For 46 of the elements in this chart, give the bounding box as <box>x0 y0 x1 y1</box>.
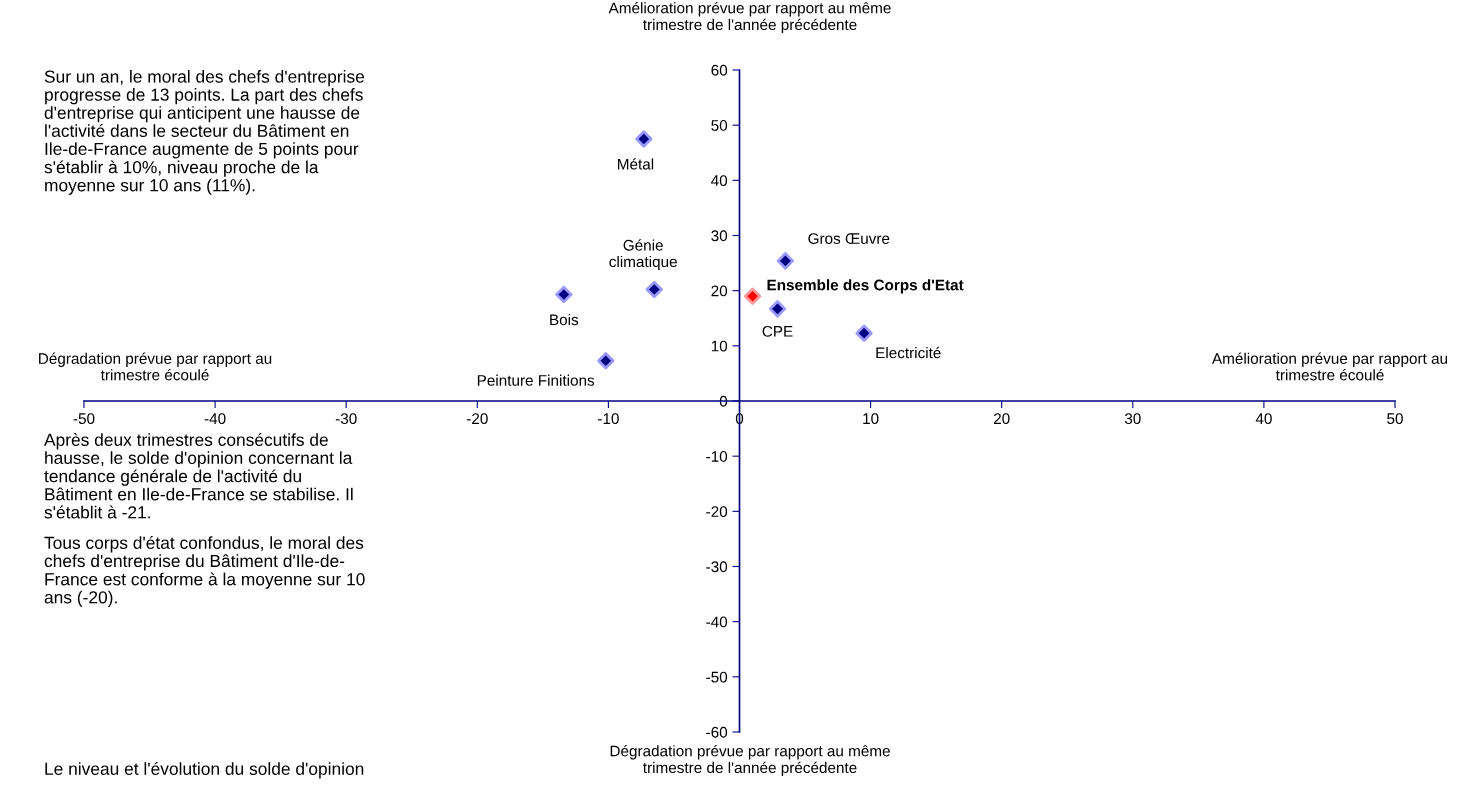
y-tick-label: 30 <box>711 230 728 242</box>
annotation: Dégradation prévue par rapport au trimestre écoulé <box>39 352 272 381</box>
x-tick-label: 30 <box>1124 413 1141 425</box>
text: Le niveau et l'évolution du solde d'opinion <box>45 762 364 779</box>
text: Dégradation prévue par rapport au même trimestre de l'année précédente <box>610 745 890 777</box>
x-tick-label: 40 <box>1255 413 1272 425</box>
series-label: Génie climatique <box>609 239 677 271</box>
y-tick-label: 50 <box>711 120 728 131</box>
point <box>597 352 615 370</box>
series-label: CPE <box>762 325 793 337</box>
point <box>635 130 653 148</box>
series-label: Peinture Finitions <box>477 374 595 386</box>
point <box>768 300 787 318</box>
y-tick-label: 20 <box>711 285 728 297</box>
y-tick-label: 60 <box>711 64 728 76</box>
annotation: Sur un an, le moral des chefs d'entreprise progresse de 13 points. La part des chefs d'entreprise qui anticipent une hausse de l'activité dans le secteur du Bâtiment en Ile-de-France augmente de 5 points pour s'établir à 10%, niveau proche de la moyenne sur 10 ans (11%). <box>44 70 365 195</box>
series-label: Gros Œuvre <box>808 233 890 244</box>
y-tick-label: -20 <box>706 506 728 518</box>
series-label: Ensemble des Corps d'Etat <box>767 279 964 294</box>
y-tick-label: -40 <box>706 616 728 628</box>
series-label: Métal <box>618 158 654 170</box>
point <box>645 280 663 299</box>
y-tick-label: -60 <box>706 726 728 738</box>
point <box>776 252 795 270</box>
series-label: Electricité <box>876 346 941 359</box>
x-tick-label: 20 <box>993 413 1010 425</box>
text: Amélioration prévue par rapport au même trimestre de l'année précédente <box>608 2 891 34</box>
point <box>555 285 573 304</box>
point <box>743 287 762 305</box>
y-tick-label: -30 <box>706 561 728 573</box>
y-tick-label: -10 <box>706 451 728 462</box>
x-tick-label: -40 <box>204 413 226 425</box>
point <box>855 324 873 342</box>
x-tick-label: 50 <box>1387 413 1403 425</box>
x-tick-label: -10 <box>598 413 619 425</box>
x-tick-label: 10 <box>863 413 879 425</box>
x-tick-label: -20 <box>466 413 488 425</box>
y-tick-label: -50 <box>706 671 728 683</box>
annotation: Amélioration prévue par rapport au trimestre écoulé <box>1212 352 1448 381</box>
y-tick-label: 40 <box>711 175 728 187</box>
series-label: Bois <box>550 313 579 326</box>
x-tick-label: -30 <box>335 413 357 425</box>
annotation: Tous corps d'état confondus, le moral des chefs d'entreprise du Bâtiment d'Ile-de- France est conforme à la moyenne sur 10 ans (-20). <box>44 536 365 607</box>
x-tick-label: -50 <box>73 413 95 425</box>
annotation: Après deux trimestres consécutifs de hausse, le solde d'opinion concernant la tendance générale de l'activité du Bâtiment en Ile-de-France se stabilise. Il s'établit à -21. <box>44 433 353 519</box>
y-tick-label: 10 <box>711 340 728 352</box>
